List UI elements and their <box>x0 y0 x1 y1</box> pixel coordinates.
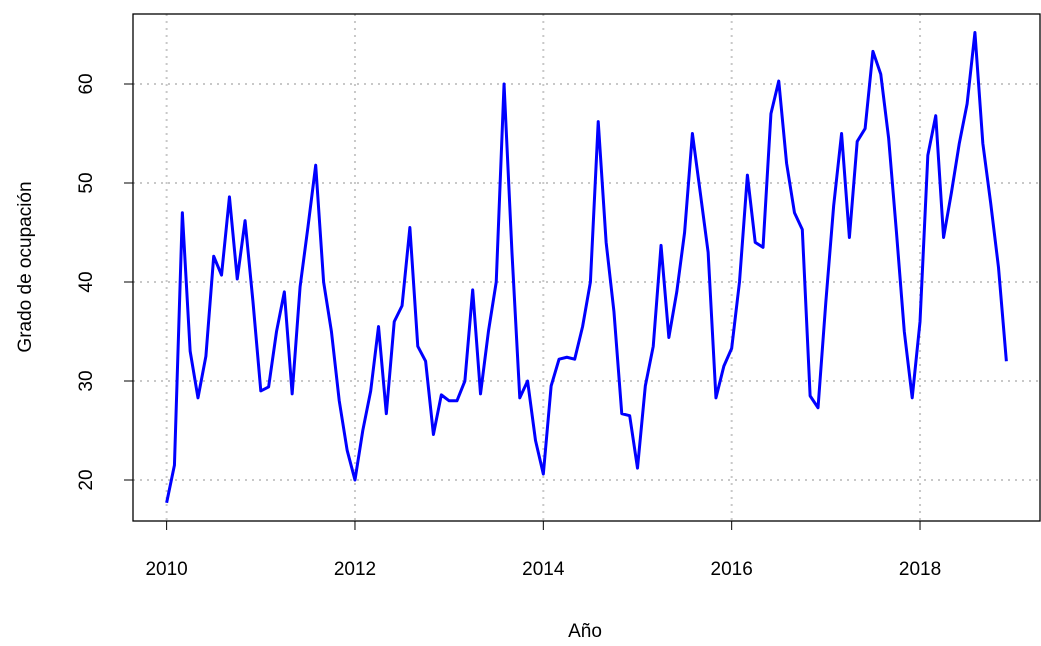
y-axis-label: Grado de ocupación <box>15 181 36 352</box>
x-axis-label: Año <box>568 621 602 642</box>
y-tick-label: 50 <box>76 172 97 193</box>
y-tick-label: 40 <box>76 271 97 292</box>
data-line <box>165 31 1008 504</box>
x-tick-label: 2018 <box>899 559 941 580</box>
y-tick-label: 60 <box>76 73 97 94</box>
x-tick-label: 2016 <box>711 559 753 580</box>
plot-frame <box>132 13 1041 522</box>
x-tick-label: 2010 <box>145 559 187 580</box>
y-tick-label: 20 <box>76 469 97 490</box>
y-tick-label: 30 <box>76 370 97 391</box>
x-tick-label: 2012 <box>334 559 376 580</box>
x-tick-label: 2014 <box>522 559 565 580</box>
